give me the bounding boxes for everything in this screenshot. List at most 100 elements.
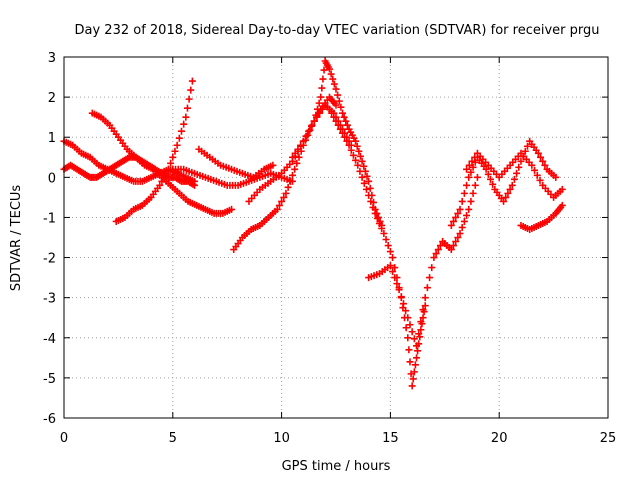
- data-point: [187, 86, 195, 94]
- data-point: [160, 173, 168, 181]
- data-point: [293, 159, 301, 167]
- data-point: [342, 117, 350, 125]
- data-point: [411, 361, 419, 369]
- data-point: [185, 95, 193, 103]
- data-point: [358, 157, 366, 165]
- data-point: [393, 280, 401, 288]
- x-axis-label: GPS time / hours: [282, 459, 391, 474]
- data-point: [312, 111, 320, 119]
- data-point: [347, 146, 355, 154]
- y-tick-label: -5: [43, 372, 56, 387]
- data-point: [410, 335, 418, 343]
- data-point: [228, 205, 236, 213]
- data-point: [500, 197, 508, 205]
- y-tick-label: -4: [43, 332, 56, 347]
- data-point: [410, 368, 418, 376]
- chart-title: Day 232 of 2018, Sidereal Day-to-day VTE…: [75, 23, 600, 38]
- series-arc-3: [88, 109, 236, 217]
- y-tick-label: 0: [48, 171, 56, 186]
- data-point: [467, 168, 475, 176]
- data-point: [389, 268, 397, 276]
- y-axis-label: SDTVAR / TECUs: [9, 185, 24, 292]
- data-point: [341, 133, 349, 141]
- data-point: [402, 307, 410, 315]
- data-point: [391, 264, 399, 272]
- y-tick-label: 1: [48, 131, 56, 146]
- data-point: [384, 242, 392, 250]
- data-point: [280, 193, 288, 201]
- data-point: [426, 274, 434, 282]
- data-point: [482, 165, 490, 173]
- data-point: [315, 99, 323, 107]
- data-point: [317, 93, 325, 101]
- data-point: [508, 181, 516, 189]
- data-point: [421, 302, 429, 310]
- data-point: [169, 153, 177, 161]
- data-point: [366, 184, 374, 192]
- data-point: [191, 177, 199, 185]
- data-point: [334, 121, 342, 129]
- data-point: [534, 149, 542, 157]
- data-point: [456, 205, 464, 213]
- data-point: [278, 197, 286, 205]
- data-point: [340, 113, 348, 121]
- series-arc-8: [245, 101, 355, 205]
- data-point: [316, 109, 324, 117]
- data-point: [288, 171, 296, 179]
- data-point: [328, 109, 336, 117]
- data-point: [432, 250, 440, 258]
- data-point: [552, 173, 560, 181]
- data-point: [171, 147, 179, 155]
- data-point: [314, 105, 322, 113]
- data-point: [374, 213, 382, 221]
- data-point: [523, 142, 531, 150]
- data-point: [539, 157, 547, 165]
- y-tick-label: 2: [48, 91, 56, 106]
- x-tick-label: 0: [60, 431, 68, 446]
- data-point: [406, 321, 414, 329]
- data-point: [533, 171, 541, 179]
- data-point: [515, 163, 523, 171]
- data-point: [517, 157, 525, 165]
- data-point: [363, 172, 371, 180]
- data-point: [452, 238, 460, 246]
- data-point: [319, 75, 327, 83]
- data-point: [386, 262, 394, 270]
- data-point: [180, 120, 188, 128]
- y-tick-label: -6: [43, 412, 56, 427]
- data-point: [537, 153, 545, 161]
- data-point: [513, 169, 521, 177]
- x-tick-labels: 0 5 10 15 20 25: [60, 431, 616, 446]
- data-point: [158, 177, 166, 185]
- data-point: [273, 205, 281, 213]
- data-point: [332, 101, 340, 109]
- y-tick-label: -3: [43, 292, 56, 307]
- data-point: [389, 254, 397, 262]
- data-point: [371, 209, 379, 217]
- data-point: [428, 264, 436, 272]
- data-point: [291, 165, 299, 173]
- data-point: [409, 375, 417, 383]
- data-point: [325, 65, 333, 73]
- data-point: [343, 121, 351, 129]
- data-point: [434, 246, 442, 254]
- x-tick-label: 25: [600, 431, 617, 446]
- data-point: [447, 246, 455, 254]
- data-point: [484, 170, 492, 178]
- data-point: [162, 169, 170, 177]
- data-point: [469, 163, 477, 171]
- data-point: [336, 125, 344, 133]
- data-point: [486, 175, 494, 183]
- data-point: [294, 145, 302, 153]
- data-point: [419, 314, 427, 322]
- data-point: [310, 117, 318, 125]
- data-point: [367, 197, 375, 205]
- data-point: [528, 161, 536, 169]
- data-point: [406, 358, 414, 366]
- data-point: [306, 126, 314, 134]
- data-point: [339, 129, 347, 137]
- data-point: [465, 161, 473, 169]
- series-arc-10: [328, 109, 429, 390]
- data-point: [419, 306, 427, 314]
- data-point: [291, 149, 299, 157]
